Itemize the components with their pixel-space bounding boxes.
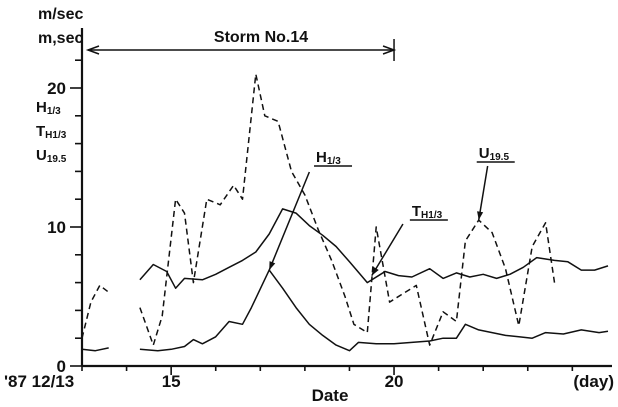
- storm-span-label: Storm No.14: [214, 29, 308, 46]
- storm-span-annotation: Storm No.14: [85, 29, 397, 61]
- callout-leader-line: [268, 171, 311, 271]
- x-tick-label: '87 12/13: [4, 372, 74, 391]
- x-tick-label: 15: [162, 372, 181, 391]
- y-tick-label: 0: [57, 357, 66, 376]
- y-axis-unit-label-1: m/sec: [38, 6, 83, 23]
- x-axis-title: Date: [312, 386, 349, 405]
- y-quantity-labels: H1/3 TH1/3 U19.5: [36, 99, 67, 165]
- storm-span-arrowhead-left: [85, 45, 100, 55]
- axis-ticks: 0 10 20 '87 12/13 15 20 (day): [4, 59, 614, 391]
- x-tick-label: (day): [573, 372, 614, 391]
- y-tick-label: 20: [47, 79, 66, 98]
- callout-leader-line: [371, 223, 404, 277]
- x-tick-label: 20: [385, 372, 404, 391]
- series-line-h1-3: [139, 269, 609, 352]
- y-quantity-label: H1/3: [36, 99, 61, 117]
- y-tick-label: 10: [47, 218, 66, 237]
- data-series: [81, 73, 609, 352]
- callout-arrowhead: [269, 261, 276, 271]
- series-line-u19-5: [81, 284, 110, 339]
- series-line-u19-5: [139, 73, 556, 346]
- y-quantity-label: U19.5: [36, 147, 67, 165]
- series-line-th1-3: [139, 208, 609, 289]
- callout-label-u19-5: U19.5: [479, 145, 510, 163]
- series-callouts: H1/3 TH1/3 U19.5: [268, 145, 515, 277]
- series-line-h1-3: [81, 347, 109, 352]
- callout-arrowhead: [371, 266, 379, 276]
- callout-label-th1-3: TH1/3: [412, 203, 443, 221]
- y-axis-unit-label-2: m,sec: [38, 30, 83, 47]
- callout-arrowhead: [477, 211, 484, 221]
- y-quantity-label: TH1/3: [36, 123, 67, 141]
- callout-leader-line: [477, 165, 489, 221]
- callout-label-h1-3: H1/3: [316, 149, 341, 167]
